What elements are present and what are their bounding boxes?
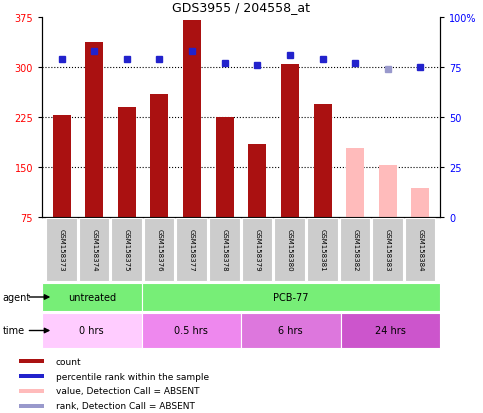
- Bar: [142, 313, 241, 349]
- Bar: [216, 118, 234, 218]
- Bar: [53, 116, 71, 218]
- Bar: [19, 404, 44, 408]
- Bar: [379, 166, 397, 218]
- Text: time: time: [2, 326, 25, 336]
- Bar: [346, 149, 364, 218]
- Text: GSM158374: GSM158374: [91, 229, 97, 271]
- Text: percentile rank within the sample: percentile rank within the sample: [56, 372, 209, 381]
- Bar: [19, 374, 44, 378]
- Text: GSM158382: GSM158382: [352, 229, 358, 271]
- Bar: [405, 218, 436, 282]
- Text: value, Detection Call = ABSENT: value, Detection Call = ABSENT: [56, 387, 199, 395]
- Text: GSM158380: GSM158380: [287, 229, 293, 271]
- Bar: [209, 218, 240, 282]
- Bar: [19, 389, 44, 393]
- Bar: [19, 359, 44, 363]
- Text: 24 hrs: 24 hrs: [375, 326, 406, 336]
- Bar: [242, 218, 272, 282]
- Bar: [142, 283, 440, 312]
- Text: GSM158376: GSM158376: [156, 229, 162, 271]
- Text: count: count: [56, 357, 82, 366]
- Bar: [183, 21, 201, 218]
- Text: 0 hrs: 0 hrs: [79, 326, 104, 336]
- Text: rank, Detection Call = ABSENT: rank, Detection Call = ABSENT: [56, 401, 195, 410]
- Text: GSM158377: GSM158377: [189, 229, 195, 271]
- Text: 6 hrs: 6 hrs: [278, 326, 303, 336]
- Bar: [281, 64, 299, 218]
- Text: GSM158375: GSM158375: [124, 229, 130, 271]
- Bar: [341, 313, 440, 349]
- Bar: [274, 218, 305, 282]
- Text: GSM158381: GSM158381: [320, 229, 326, 271]
- Text: PCB-77: PCB-77: [273, 292, 309, 302]
- Text: GSM158379: GSM158379: [255, 229, 260, 271]
- Bar: [248, 144, 266, 218]
- Bar: [241, 313, 341, 349]
- Bar: [42, 283, 142, 312]
- Bar: [144, 218, 174, 282]
- Bar: [46, 218, 77, 282]
- Bar: [412, 189, 429, 218]
- Bar: [176, 218, 207, 282]
- Bar: [79, 218, 109, 282]
- Text: untreated: untreated: [68, 292, 116, 302]
- Bar: [372, 218, 403, 282]
- Text: GSM158378: GSM158378: [222, 229, 227, 271]
- Text: GSM158384: GSM158384: [417, 229, 424, 271]
- Bar: [42, 313, 142, 349]
- Text: agent: agent: [2, 292, 30, 302]
- Text: GSM158373: GSM158373: [58, 229, 65, 271]
- Bar: [307, 218, 338, 282]
- Text: 0.5 hrs: 0.5 hrs: [174, 326, 208, 336]
- Bar: [118, 108, 136, 218]
- Bar: [151, 95, 169, 218]
- Bar: [85, 43, 103, 218]
- Text: GSM158383: GSM158383: [385, 229, 391, 271]
- Bar: [340, 218, 370, 282]
- Text: GDS3955 / 204558_at: GDS3955 / 204558_at: [172, 1, 311, 14]
- Bar: [111, 218, 142, 282]
- Bar: [313, 104, 331, 218]
